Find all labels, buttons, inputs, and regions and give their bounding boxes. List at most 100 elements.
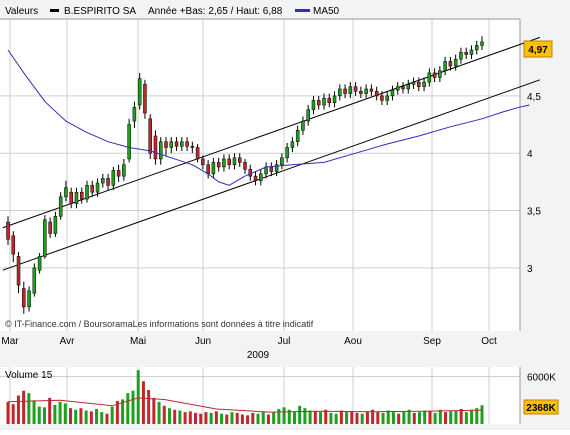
candle-body <box>406 84 411 90</box>
volume-bar <box>324 409 328 424</box>
volume-bar <box>412 412 416 424</box>
volume-bar <box>308 410 312 424</box>
candle-body <box>164 141 168 148</box>
candle-body <box>311 100 316 110</box>
volume-bar <box>157 401 161 424</box>
volume-bar <box>402 411 406 424</box>
candle-body <box>132 107 137 122</box>
candle-body <box>243 162 247 170</box>
volume-bar <box>298 405 302 424</box>
month-label: Aou <box>344 336 362 347</box>
volume-bar <box>303 408 307 424</box>
source-note: © IT-Finance.com / BoursoramaLes informa… <box>5 319 314 329</box>
candle-body <box>290 141 295 148</box>
candle-body <box>190 146 195 148</box>
volume-bar <box>464 412 468 424</box>
volume-plot-area <box>0 367 520 424</box>
candle-body <box>427 72 432 83</box>
volume-bar <box>22 390 26 424</box>
candle-body <box>58 196 63 217</box>
month-label: Avr <box>60 336 75 347</box>
volume-bar <box>282 407 286 424</box>
candle-body <box>64 187 68 198</box>
candle-body <box>127 124 131 160</box>
candle-body <box>301 120 305 131</box>
candle-body <box>185 141 189 147</box>
volume-bar <box>277 408 281 424</box>
candle-body <box>101 178 105 184</box>
volume-bar <box>188 411 192 424</box>
ma50-line <box>7 49 530 186</box>
candle-body <box>369 88 374 92</box>
volume-bar <box>136 370 140 424</box>
volume-current-label: 2368K <box>526 403 556 414</box>
month-label: Jun <box>195 336 211 347</box>
stock-name-label: B.ESPIRITO SA <box>64 6 136 17</box>
year-range-label: Année +Bas: 2,65 / Haut: 6,88 <box>148 6 283 17</box>
current-price-label: 4,97 <box>528 45 548 56</box>
volume-bar <box>371 409 375 424</box>
candle-body <box>211 162 216 175</box>
candle-body <box>385 95 389 101</box>
volume-bar <box>376 412 380 424</box>
candle-body <box>27 290 31 308</box>
volume-bars <box>6 370 484 424</box>
candle-body <box>248 169 253 177</box>
volume-bar <box>365 411 369 424</box>
stock-legend-swatch <box>50 9 59 12</box>
volume-bar <box>183 412 187 424</box>
volume-bar <box>194 412 198 424</box>
volume-bar <box>178 410 182 424</box>
volume-bar <box>407 409 411 424</box>
candle-body <box>32 267 37 294</box>
candle-body <box>95 182 100 193</box>
volume-bar <box>329 412 333 424</box>
volume-bar <box>230 412 234 424</box>
candle-body <box>448 61 453 67</box>
volume-bar <box>225 414 229 424</box>
candle-body <box>74 191 79 204</box>
candle-body <box>232 157 237 165</box>
volume-bar <box>475 408 479 424</box>
month-labels: Mar Avr Mai Jun Jul Aou Sep Oct <box>1 336 497 347</box>
volume-ma-line <box>7 397 483 413</box>
candle-body <box>422 81 426 87</box>
candle-body <box>364 88 368 94</box>
price-tick-label: 3,5 <box>527 207 541 218</box>
candle-body <box>169 141 174 148</box>
volume-bar <box>69 408 73 424</box>
volume-bar <box>58 401 62 424</box>
candle-body <box>480 41 484 46</box>
candle-body <box>174 141 179 147</box>
volume-bar <box>433 412 437 424</box>
volume-bar <box>292 411 296 424</box>
candle-body <box>316 100 321 106</box>
valeurs-label: Valeurs <box>5 6 38 17</box>
candle-body <box>280 157 284 165</box>
candle-body <box>143 84 147 114</box>
candle-body <box>237 157 242 163</box>
candle-body <box>53 216 58 234</box>
volume-bar <box>115 401 119 424</box>
candle-body <box>148 118 152 154</box>
volume-bar <box>74 409 78 424</box>
volume-bar <box>355 412 359 424</box>
volume-bar <box>199 413 203 424</box>
volume-bar <box>121 399 125 424</box>
volume-bar <box>27 393 31 424</box>
candle-body <box>43 219 47 257</box>
volume-bar <box>204 412 208 424</box>
candle-body <box>443 61 447 71</box>
volume-bar <box>235 412 239 424</box>
candle-body <box>348 86 353 94</box>
volume-bar <box>209 412 213 424</box>
month-label: Jul <box>278 336 291 347</box>
volume-bar <box>42 407 46 424</box>
volume-bar <box>444 412 448 424</box>
year-label: 2009 <box>247 350 270 361</box>
candle-body <box>137 78 142 106</box>
volume-bar <box>162 405 166 424</box>
candle-body <box>158 141 163 160</box>
volume-bar <box>261 411 265 424</box>
